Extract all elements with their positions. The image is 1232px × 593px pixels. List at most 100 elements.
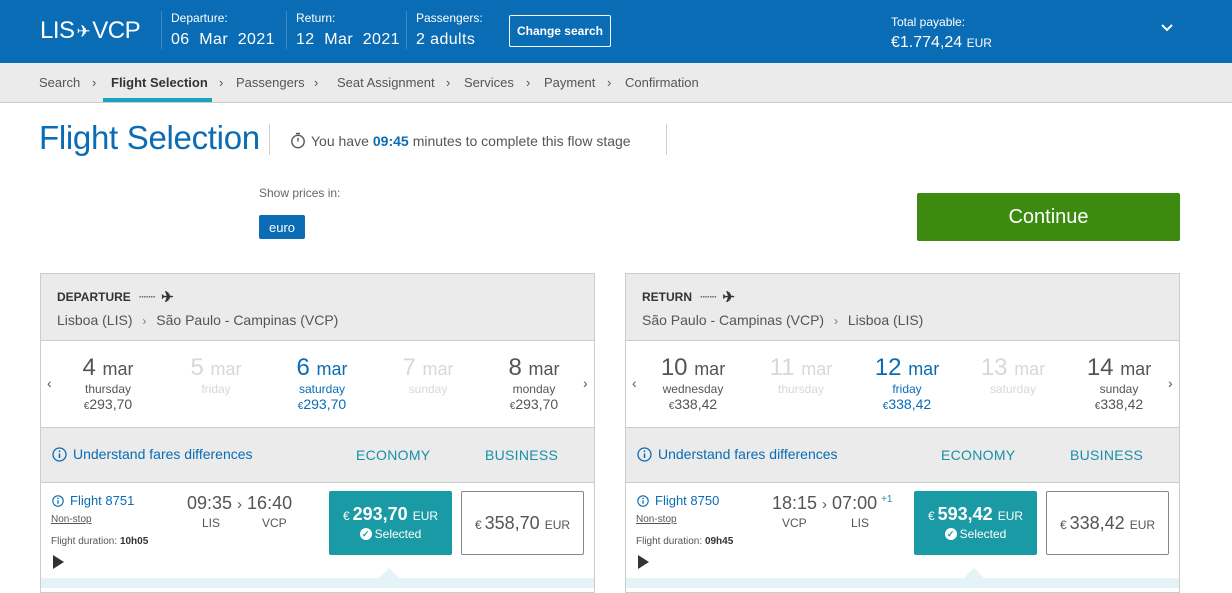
info-icon bbox=[52, 494, 64, 507]
day-currency: € bbox=[1094, 401, 1101, 412]
nonstop-link[interactable]: Non-stop bbox=[636, 514, 677, 525]
departure-summary: Departure: 06 Mar 2021 bbox=[171, 11, 275, 49]
prev-dates-chevron-left-icon[interactable]: ‹ bbox=[47, 375, 52, 391]
divider bbox=[161, 11, 162, 49]
date-option[interactable]: 10 mar wednesday €338,42 bbox=[648, 355, 738, 415]
nonstop-link[interactable]: Non-stop bbox=[51, 514, 92, 525]
day-weekday: sunday bbox=[1099, 382, 1139, 396]
fare-currency-symbol: € bbox=[342, 509, 350, 523]
breadcrumb: Search › Flight Selection › Passengers ›… bbox=[0, 63, 1232, 103]
stopwatch-icon bbox=[291, 132, 305, 149]
fare-currency: EUR bbox=[997, 509, 1024, 523]
date-option-selected[interactable]: 6 mar saturday €293,70 bbox=[277, 355, 367, 415]
departure-time: 18:15 bbox=[772, 493, 818, 513]
day-currency: € bbox=[509, 401, 516, 412]
day-number: 13 bbox=[980, 354, 1008, 381]
date-option[interactable]: 8 mar monday €293,70 bbox=[489, 355, 579, 415]
chevron-down-icon[interactable] bbox=[1160, 21, 1174, 35]
day-weekday: friday bbox=[892, 382, 922, 396]
currency-euro-button[interactable]: euro bbox=[259, 215, 305, 239]
business-column-header: BUSINESS bbox=[1070, 447, 1144, 463]
total-value: €1.774,24 EUR bbox=[891, 34, 992, 52]
day-price: 338,42 bbox=[1100, 396, 1144, 412]
day-currency: € bbox=[83, 401, 90, 412]
day-month: mar bbox=[316, 359, 348, 379]
next-dates-chevron-right-icon[interactable]: › bbox=[1168, 375, 1173, 391]
return-heading-text: RETURN bbox=[642, 290, 692, 304]
day-month: mar bbox=[528, 359, 560, 379]
chevron-right-icon: › bbox=[526, 75, 531, 90]
date-option: 11 mar thursday bbox=[756, 354, 846, 397]
flight-duration: Flight duration: 10h05 bbox=[51, 536, 148, 547]
fare-header: Understand fares differences ECONOMY BUS… bbox=[626, 428, 1179, 483]
info-icon bbox=[637, 446, 652, 462]
timer-suffix: minutes to complete this flow stage bbox=[412, 132, 631, 149]
breadcrumb-services: Services bbox=[464, 75, 514, 90]
fare-currency-symbol: € bbox=[1059, 518, 1067, 532]
route-summary: LIS ✈ VCP bbox=[40, 17, 141, 45]
day-number: 5 bbox=[190, 354, 204, 381]
day-month: mar bbox=[694, 359, 726, 379]
fare-currency-symbol: € bbox=[927, 509, 935, 523]
next-dates-chevron-right-icon[interactable]: › bbox=[583, 375, 588, 391]
play-icon[interactable] bbox=[53, 555, 64, 569]
fare-differences-link[interactable]: Understand fares differences bbox=[637, 446, 838, 462]
divider bbox=[406, 11, 407, 49]
duration-value: 09h45 bbox=[704, 536, 734, 547]
economy-fare-selected[interactable]: €293,70 EUR ✓ Selected bbox=[329, 491, 452, 555]
day-number: 11 bbox=[769, 354, 795, 381]
duration-label: Flight duration: bbox=[51, 536, 118, 547]
return-value: 12 Mar 2021 bbox=[296, 31, 400, 48]
play-icon[interactable] bbox=[638, 555, 649, 569]
date-option: 5 mar friday bbox=[171, 354, 261, 397]
fare-differences-text: Understand fares differences bbox=[658, 446, 838, 462]
economy-column-header: ECONOMY bbox=[941, 447, 1016, 463]
fare-header: Understand fares differences ECONOMY BUS… bbox=[41, 428, 594, 483]
breadcrumb-search[interactable]: Search bbox=[39, 75, 81, 90]
business-fare-option[interactable]: €338,42 EUR bbox=[1046, 491, 1169, 555]
fare-price: 593,42 bbox=[937, 504, 993, 524]
duration-label: Flight duration: bbox=[636, 536, 703, 547]
breadcrumb-confirmation: Confirmation bbox=[625, 75, 699, 90]
day-number: 6 bbox=[296, 354, 310, 381]
return-summary: Return: 12 Mar 2021 bbox=[296, 11, 400, 49]
day-price: 293,70 bbox=[515, 396, 559, 412]
check-icon: ✓ bbox=[944, 528, 957, 540]
chevron-right-icon: › bbox=[219, 75, 224, 90]
continue-button[interactable]: Continue bbox=[917, 193, 1180, 241]
plane-icon: ✈ bbox=[161, 289, 174, 306]
change-search-button[interactable]: Change search bbox=[509, 15, 611, 47]
fare-currency: EUR bbox=[544, 518, 571, 532]
fare-differences-link[interactable]: Understand fares differences bbox=[52, 446, 253, 462]
breadcrumb-passengers: Passengers bbox=[236, 75, 305, 90]
total-currency: EUR bbox=[966, 36, 992, 50]
total-label: Total payable: bbox=[891, 15, 966, 29]
day-currency: € bbox=[297, 401, 304, 412]
fare-currency: EUR bbox=[412, 509, 439, 523]
flight-number-link[interactable]: Flight 8750 bbox=[637, 493, 719, 508]
info-icon bbox=[52, 446, 67, 462]
business-fare-option[interactable]: €358,70 EUR bbox=[461, 491, 584, 555]
date-option[interactable]: 4 mar thursday €293,70 bbox=[63, 355, 153, 415]
info-icon bbox=[637, 494, 649, 507]
economy-fare-selected[interactable]: €593,42 EUR ✓ Selected bbox=[914, 491, 1037, 555]
chevron-right-icon: › bbox=[607, 75, 612, 90]
flight-times: 09:35 › 16:40 bbox=[187, 493, 292, 514]
day-price: 293,70 bbox=[303, 396, 347, 412]
flight-number-link[interactable]: Flight 8751 bbox=[52, 493, 134, 508]
day-month: mar bbox=[1014, 359, 1046, 379]
destination-code: VCP bbox=[92, 17, 141, 44]
date-option[interactable]: 14 mar sunday €338,42 bbox=[1074, 355, 1164, 415]
timer-prefix: You have bbox=[311, 132, 369, 149]
return-label: Return: bbox=[296, 11, 336, 25]
departure-to: São Paulo - Campinas (VCP) bbox=[156, 312, 339, 328]
prev-dates-chevron-left-icon[interactable]: ‹ bbox=[632, 375, 637, 391]
divider bbox=[286, 11, 287, 49]
check-icon: ✓ bbox=[359, 528, 372, 540]
day-number: 14 bbox=[1086, 354, 1114, 381]
day-weekday: sunday bbox=[408, 382, 448, 396]
arrival-day-offset: +1 bbox=[881, 494, 893, 505]
day-number: 7 bbox=[402, 354, 416, 381]
day-currency: € bbox=[668, 401, 675, 412]
date-option-selected[interactable]: 12 mar friday €338,42 bbox=[862, 355, 952, 415]
